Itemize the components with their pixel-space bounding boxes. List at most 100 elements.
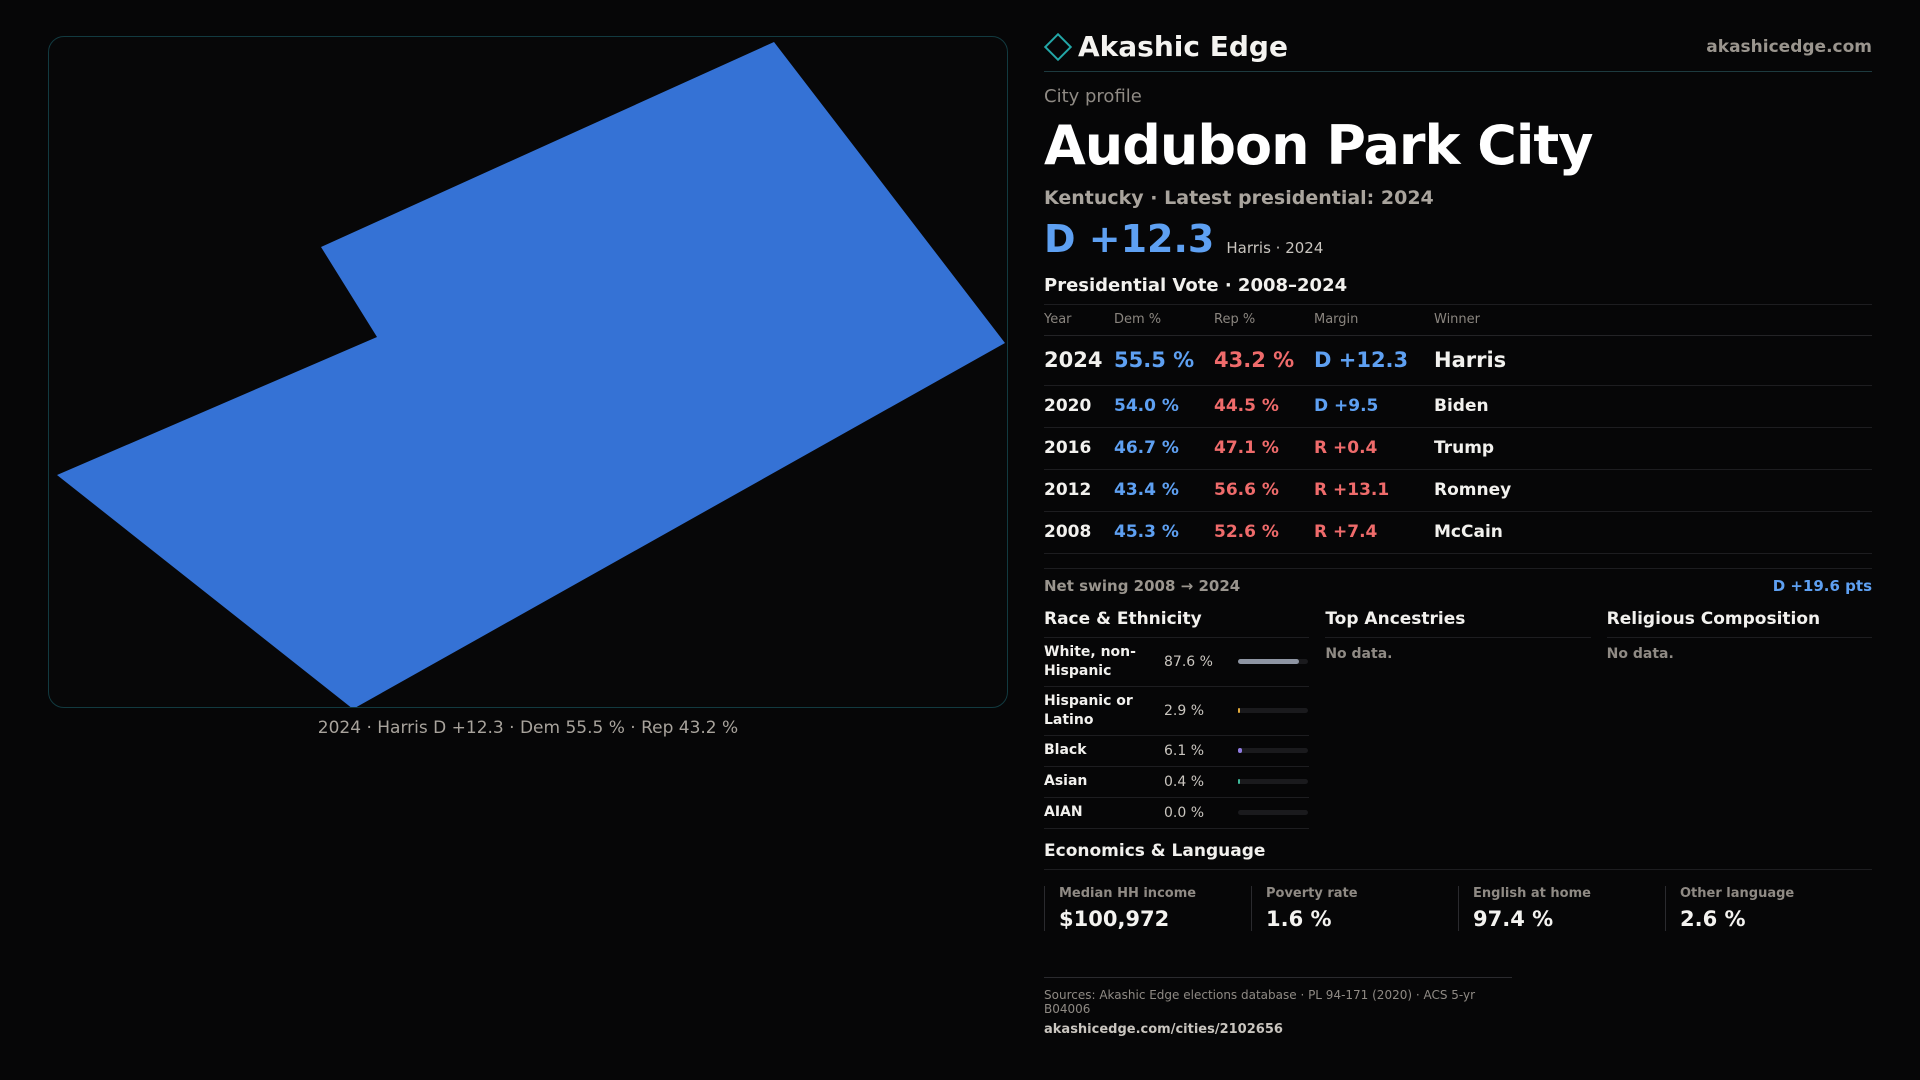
religion-section: Religious Composition No data. bbox=[1606, 609, 1872, 829]
header-winner: Winner bbox=[1434, 305, 1872, 336]
race-label: Hispanic or Latino bbox=[1044, 692, 1133, 728]
row-year: 2024 bbox=[1044, 335, 1114, 386]
race-bar-track bbox=[1238, 810, 1308, 815]
religion-section-title: Religious Composition bbox=[1606, 609, 1872, 638]
race-bar-track bbox=[1238, 779, 1308, 784]
stat-label: Median HH income bbox=[1059, 885, 1197, 901]
row-winner: Trump bbox=[1434, 427, 1872, 470]
race-row: AIAN 0.0 % bbox=[1044, 798, 1310, 829]
footer: Sources: Akashic Edge elections database… bbox=[1044, 976, 1512, 1037]
brand-header: Akashic Edge akashicedge.com bbox=[1043, 30, 1872, 72]
stat-label: Other language bbox=[1680, 885, 1795, 901]
city-boundary-shape[interactable] bbox=[57, 42, 1005, 708]
race-section: Race & Ethnicity White, non-Hispanic 87.6… bbox=[1044, 609, 1310, 829]
row-winner: Harris bbox=[1434, 335, 1872, 386]
race-label: Asian bbox=[1044, 773, 1088, 789]
race-label: Black bbox=[1044, 742, 1087, 758]
table-row: 2012 43.4 % 56.6 % R +13.1 Romney bbox=[1044, 469, 1872, 512]
diamond-logo-icon bbox=[1043, 32, 1073, 61]
race-bar-track bbox=[1238, 748, 1308, 753]
row-margin: R +7.4 bbox=[1314, 511, 1434, 554]
race-list: White, non-Hispanic 87.6 % Hispanic or Lat… bbox=[1044, 638, 1310, 829]
row-winner: McCain bbox=[1434, 511, 1872, 554]
row-rep: 47.1 % bbox=[1214, 427, 1314, 470]
row-rep: 56.6 % bbox=[1214, 469, 1314, 512]
stat-value: 2.6 % bbox=[1680, 906, 1746, 931]
row-year: 2016 bbox=[1044, 427, 1114, 470]
race-row: Black 6.1 % bbox=[1044, 736, 1310, 767]
row-margin: R +13.1 bbox=[1314, 469, 1434, 512]
race-bar-fill bbox=[1238, 748, 1243, 753]
race-row: Hispanic or Latino 2.9 % bbox=[1044, 687, 1310, 736]
race-bar-fill bbox=[1238, 659, 1300, 664]
footer-url-link[interactable]: akashicedge.com/cities/2102656 bbox=[1044, 1021, 1283, 1037]
row-dem: 45.3 % bbox=[1114, 511, 1214, 554]
table-row: 2024 55.5 % 43.2 % D +12.3 Harris bbox=[1044, 335, 1872, 386]
row-rep: 44.5 % bbox=[1214, 385, 1314, 428]
ancestries-section: Top Ancestries No data. bbox=[1325, 609, 1591, 829]
net-swing-value: D +19.6 pts bbox=[1772, 576, 1872, 595]
row-winner: Biden bbox=[1434, 385, 1872, 428]
row-rep: 43.2 % bbox=[1214, 335, 1314, 386]
row-winner: Romney bbox=[1434, 469, 1872, 512]
race-bar-track bbox=[1238, 708, 1308, 713]
row-dem: 43.4 % bbox=[1114, 469, 1214, 512]
row-year: 2020 bbox=[1044, 385, 1114, 428]
stat-label: Poverty rate bbox=[1266, 885, 1358, 901]
religion-empty-text: No data. bbox=[1606, 645, 1674, 662]
stat-card-other-language: Other language 2.6 % bbox=[1665, 885, 1872, 931]
vote-table-header: Year Dem % Rep % Margin Winner bbox=[1044, 305, 1872, 336]
row-year: 2008 bbox=[1044, 511, 1114, 554]
stat-value: 97.4 % bbox=[1473, 906, 1554, 931]
headline-winner: Harris · 2024 bbox=[1226, 239, 1324, 257]
economics-section-title: Economics & Language bbox=[1044, 841, 1872, 870]
footer-sources: Sources: Akashic Edge elections database… bbox=[1044, 987, 1476, 1016]
race-row: White, non-Hispanic 87.6 % bbox=[1044, 638, 1310, 687]
header-margin: Margin bbox=[1314, 305, 1434, 336]
race-label: White, non-Hispanic bbox=[1044, 643, 1136, 679]
stat-value: 1.6 % bbox=[1266, 906, 1332, 931]
table-row: 2008 45.3 % 52.6 % R +7.4 McCain bbox=[1044, 511, 1872, 554]
brand-name[interactable]: Akashic Edge bbox=[1078, 30, 1288, 63]
race-bar-fill bbox=[1238, 708, 1241, 713]
row-dem: 54.0 % bbox=[1114, 385, 1214, 428]
row-margin: D +9.5 bbox=[1314, 385, 1434, 428]
net-swing-label: Net swing 2008 → 2024 bbox=[1044, 576, 1241, 595]
race-value: 0.0 % bbox=[1164, 804, 1205, 821]
row-dem: 46.7 % bbox=[1114, 427, 1214, 470]
race-value: 87.6 % bbox=[1164, 653, 1213, 670]
race-value: 0.4 % bbox=[1164, 773, 1205, 790]
city-boundary-map bbox=[57, 42, 1005, 708]
brand-url-link[interactable]: akashicedge.com bbox=[1706, 36, 1872, 57]
stat-label: English at home bbox=[1473, 885, 1591, 901]
city-subtitle: Kentucky · Latest presidential: 2024 bbox=[1044, 187, 1434, 209]
row-year: 2012 bbox=[1044, 469, 1114, 512]
race-label: AIAN bbox=[1044, 804, 1083, 820]
map-caption: 2024 · Harris D +12.3 · Dem 55.5 % · Rep… bbox=[317, 718, 739, 738]
race-section-title: Race & Ethnicity bbox=[1044, 609, 1310, 638]
net-swing-row: Net swing 2008 → 2024 D +19.6 pts bbox=[1044, 567, 1872, 595]
header-year: Year bbox=[1044, 305, 1114, 336]
race-row: Asian 0.4 % bbox=[1044, 767, 1310, 798]
stat-value: $100,972 bbox=[1059, 906, 1170, 931]
row-margin: D +12.3 bbox=[1314, 335, 1434, 386]
race-value: 6.1 % bbox=[1164, 742, 1205, 759]
headline-margin: D +12.3 bbox=[1044, 217, 1215, 261]
ancestries-section-title: Top Ancestries bbox=[1325, 609, 1591, 638]
race-value: 2.9 % bbox=[1164, 702, 1205, 719]
race-bar-track bbox=[1238, 659, 1308, 664]
economics-grid: Median HH income $100,972 Poverty rate 1… bbox=[1044, 885, 1872, 931]
stat-card-poverty: Poverty rate 1.6 % bbox=[1251, 885, 1458, 931]
row-rep: 52.6 % bbox=[1214, 511, 1314, 554]
row-dem: 55.5 % bbox=[1114, 335, 1214, 386]
profile-type-label: City profile bbox=[1044, 86, 1142, 107]
stat-card-income: Median HH income $100,972 bbox=[1044, 885, 1251, 931]
table-row: 2020 54.0 % 44.5 % D +9.5 Biden bbox=[1044, 385, 1872, 428]
race-bar-fill bbox=[1238, 779, 1241, 784]
stat-card-english: English at home 97.4 % bbox=[1458, 885, 1665, 931]
city-map-panel[interactable] bbox=[48, 36, 1008, 708]
vote-table-title: Presidential Vote · 2008–2024 bbox=[1044, 275, 1872, 305]
ancestries-empty-text: No data. bbox=[1325, 645, 1393, 662]
headline-result: D +12.3 Harris · 2024 bbox=[1044, 217, 1872, 261]
demographic-sections: Race & Ethnicity White, non-Hispanic 87.6… bbox=[1044, 609, 1872, 829]
